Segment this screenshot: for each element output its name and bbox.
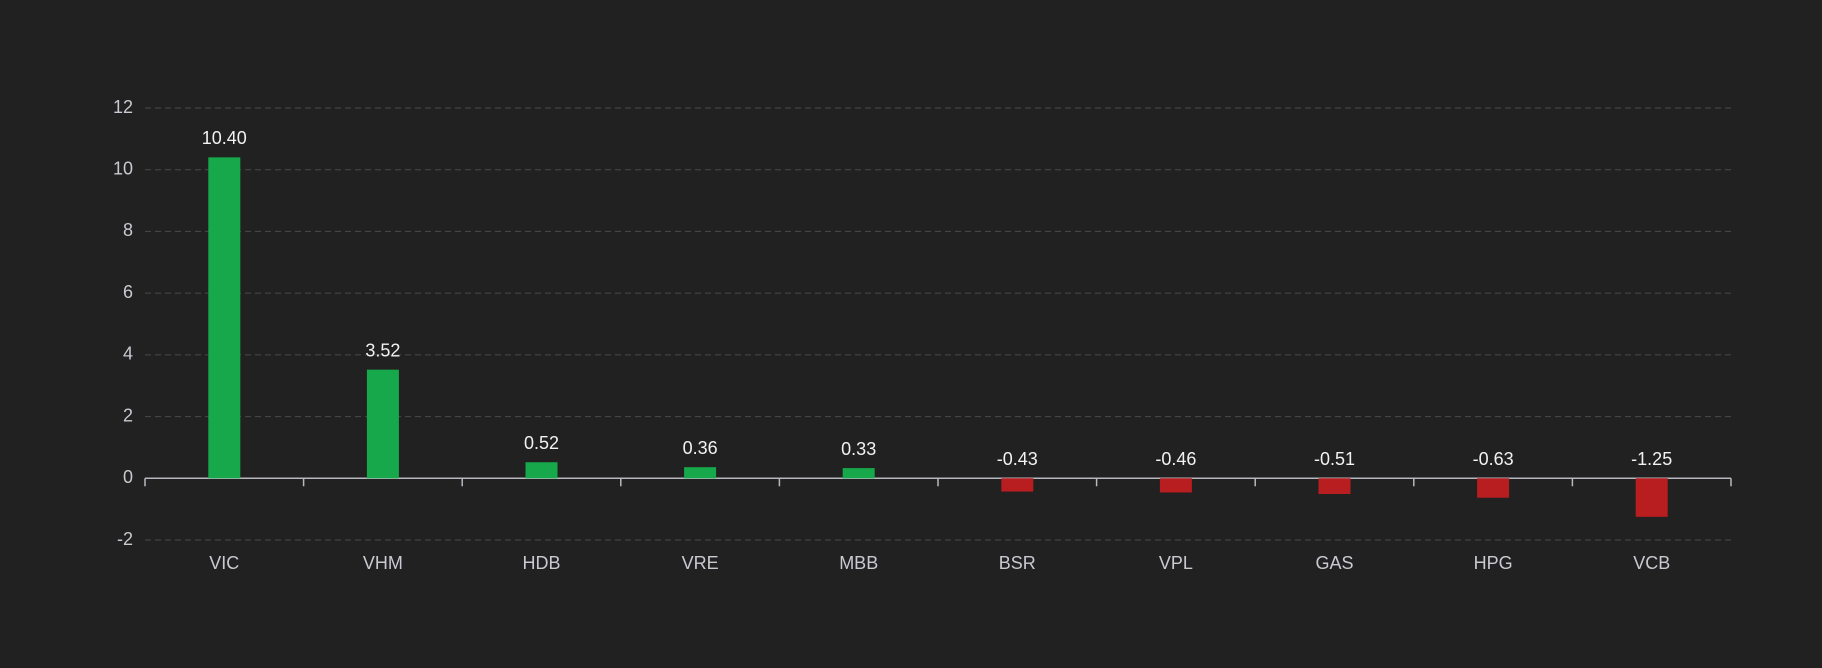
bar (684, 467, 717, 479)
x-tick-label: GAS (1315, 553, 1353, 573)
bar (1159, 478, 1192, 493)
bar (1318, 478, 1351, 495)
y-tick-label: 6 (123, 282, 133, 302)
x-tick-label: VRE (682, 553, 719, 573)
value-label: 0.33 (841, 439, 876, 459)
x-tick-label: HPG (1474, 553, 1513, 573)
value-label: 3.52 (365, 340, 400, 360)
y-tick-label: 4 (123, 344, 133, 364)
value-label: -0.46 (1155, 449, 1196, 469)
x-tick-label: VIC (209, 553, 239, 573)
value-label: -0.43 (997, 449, 1038, 469)
x-tick-label: HDB (522, 553, 560, 573)
bar (525, 462, 558, 479)
y-tick-label: 2 (123, 405, 133, 425)
bar (842, 468, 875, 479)
value-label: -1.25 (1631, 449, 1672, 469)
x-tick-label: BSR (999, 553, 1036, 573)
value-label: 10.40 (202, 128, 247, 148)
y-tick-label: 10 (113, 158, 133, 178)
value-label: 0.36 (683, 438, 718, 458)
x-tick-label: VCB (1633, 553, 1670, 573)
x-tick-label: VPL (1159, 553, 1193, 573)
bar (1477, 478, 1510, 498)
value-label: -0.51 (1314, 449, 1355, 469)
value-label: -0.63 (1473, 449, 1514, 469)
bar (1001, 478, 1034, 492)
bar (1635, 478, 1668, 517)
x-tick-label: VHM (363, 553, 403, 573)
bar (366, 369, 399, 479)
bar (208, 157, 241, 479)
y-tick-label: 0 (123, 467, 133, 487)
y-tick-label: 12 (113, 97, 133, 117)
y-tick-label: -2 (117, 529, 133, 549)
y-tick-label: 8 (123, 220, 133, 240)
value-label: 0.52 (524, 433, 559, 453)
x-tick-label: MBB (839, 553, 878, 573)
